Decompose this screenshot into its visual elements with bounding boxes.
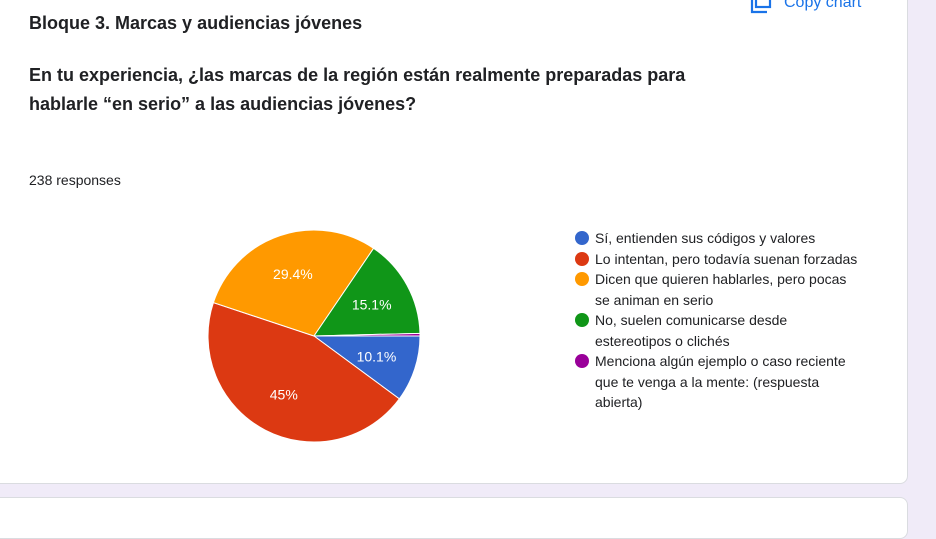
legend-item: Menciona algún ejemplo o caso reciente q… xyxy=(575,351,865,413)
legend-label: Sí, entienden sus códigos y valores xyxy=(595,230,816,246)
slice-label: 29.4% xyxy=(273,266,313,282)
section-title: Bloque 3. Marcas y audiencias jóvenes xyxy=(29,13,363,33)
response-count: 238 responses xyxy=(29,172,121,188)
pie-slice xyxy=(313,247,421,337)
legend-item: No, suelen comunicarse desde estereotipo… xyxy=(575,310,865,351)
legend-swatch xyxy=(575,272,589,286)
slice-label: 10.1% xyxy=(357,349,397,365)
legend-label: No, suelen comunicarse desde estereotipo… xyxy=(595,312,788,349)
pie-chart: 10.1% 45% 29.4% 15.1% xyxy=(207,229,421,443)
slice-label: 45% xyxy=(270,386,298,402)
copy-chart-label: Copy chart xyxy=(784,0,862,11)
legend-item: Sí, entienden sus códigos y valores xyxy=(575,228,865,249)
legend-label: Menciona algún ejemplo o caso reciente q… xyxy=(595,353,846,410)
legend-swatch xyxy=(575,313,589,327)
legend-swatch xyxy=(575,251,589,266)
legend-label: Lo intentan, pero todavía suenan forzada… xyxy=(595,250,858,267)
slice-label: 15.1% xyxy=(352,297,392,313)
copy-chart-button[interactable]: Copy chart xyxy=(750,0,861,14)
pie-slice xyxy=(207,301,401,443)
legend-label: Dicen que quieren hablarles, pero pocas … xyxy=(595,271,847,308)
question-title: En tu experiencia, ¿las marcas de la reg… xyxy=(29,65,686,114)
pie-slice xyxy=(212,229,375,337)
copy-icon xyxy=(750,0,772,14)
legend-item: Dicen que quieren hablarles, pero pocas … xyxy=(575,269,865,310)
legend-swatch xyxy=(575,354,589,368)
question-card xyxy=(0,0,908,484)
pie-slice xyxy=(313,332,421,337)
chart-legend: Sí, entienden sus códigos y valores Lo in… xyxy=(575,228,865,413)
legend-swatch xyxy=(575,231,589,245)
next-question-card xyxy=(0,497,908,539)
legend-item: Lo intentan, pero todavía suenan forzada… xyxy=(575,249,865,270)
